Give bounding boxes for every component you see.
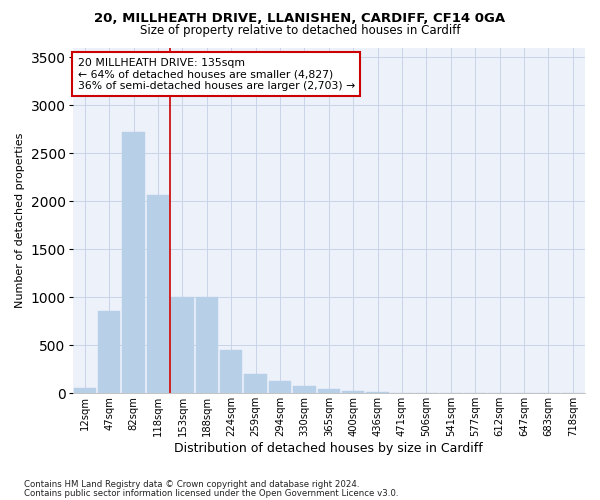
Text: 20 MILLHEATH DRIVE: 135sqm
← 64% of detached houses are smaller (4,827)
36% of s: 20 MILLHEATH DRIVE: 135sqm ← 64% of deta… (78, 58, 355, 91)
Y-axis label: Number of detached properties: Number of detached properties (15, 132, 25, 308)
Bar (317, 390, 340, 394)
Text: Size of property relative to detached houses in Cardiff: Size of property relative to detached ho… (140, 24, 460, 37)
X-axis label: Distribution of detached houses by size in Cardiff: Distribution of detached houses by size … (175, 442, 483, 455)
Bar (269, 381, 291, 394)
Bar (244, 374, 267, 394)
Bar (367, 392, 389, 394)
Bar (220, 350, 242, 394)
Bar (342, 390, 364, 394)
Text: Contains public sector information licensed under the Open Government Licence v3: Contains public sector information licen… (24, 489, 398, 498)
Bar (122, 132, 145, 394)
Bar (147, 196, 169, 394)
Bar (391, 392, 413, 394)
Text: Contains HM Land Registry data © Crown copyright and database right 2024.: Contains HM Land Registry data © Crown c… (24, 480, 359, 489)
Bar (74, 388, 96, 394)
Bar (196, 297, 218, 394)
Bar (293, 386, 316, 394)
Bar (98, 311, 121, 394)
Bar (171, 297, 194, 394)
Text: 20, MILLHEATH DRIVE, LLANISHEN, CARDIFF, CF14 0GA: 20, MILLHEATH DRIVE, LLANISHEN, CARDIFF,… (94, 12, 506, 26)
